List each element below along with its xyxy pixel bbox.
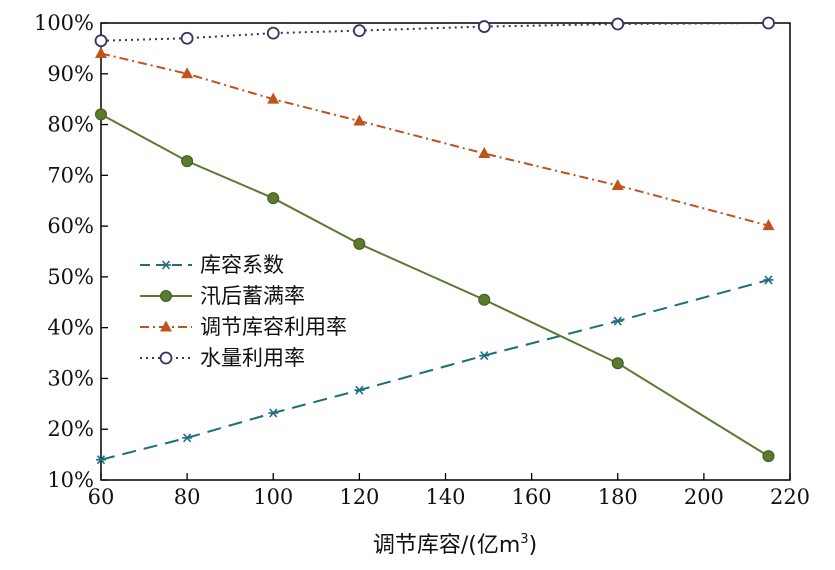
data-point-circle xyxy=(762,450,775,463)
x-tick-label: 220 xyxy=(770,485,810,509)
plot-frame xyxy=(100,22,791,481)
y-tick-label: 100% xyxy=(34,11,94,35)
y-tick-label: 50% xyxy=(47,265,94,289)
data-point-asterisk xyxy=(161,260,171,270)
data-point-triangle xyxy=(267,92,280,104)
y-tick-label: 30% xyxy=(47,366,94,390)
data-point-triangle xyxy=(160,320,172,332)
data-point-open-circle xyxy=(159,351,173,365)
data-point-open-circle xyxy=(477,20,491,33)
x-tick-label: 140 xyxy=(425,485,465,509)
y-tick-label: 90% xyxy=(47,62,94,86)
y-tick-label: 70% xyxy=(47,163,94,187)
y-tick-label: 40% xyxy=(47,316,94,340)
data-point-circle xyxy=(353,237,366,250)
data-point-circle xyxy=(611,357,624,370)
data-point-asterisk xyxy=(479,351,490,361)
x-axis-title: 调节库容/(亿m3) xyxy=(373,532,537,558)
x-axis: 60 80 100 120 140 160 180 200 220 xyxy=(88,473,810,509)
data-point-asterisk xyxy=(182,433,193,443)
data-point-circle xyxy=(95,108,107,121)
series-1 xyxy=(96,275,774,465)
data-point-triangle xyxy=(353,114,366,126)
x-tick-label: 60 xyxy=(88,485,115,509)
data-point-open-circle xyxy=(611,17,625,31)
y-tick-label: 10% xyxy=(47,468,94,492)
series-line xyxy=(100,52,769,227)
legend-item-3: 调节库容利用率 xyxy=(140,315,347,339)
legend-item-2: 汛后蓄满率 xyxy=(140,284,305,308)
data-point-circle xyxy=(267,192,280,205)
x-tick-label: 100 xyxy=(253,485,293,509)
data-point-open-circle xyxy=(180,31,194,45)
data-point-asterisk xyxy=(96,455,106,465)
legend-item-4: 水量利用率 xyxy=(140,346,305,370)
data-point-triangle xyxy=(611,178,624,190)
data-point-triangle xyxy=(181,67,194,79)
data-point-triangle xyxy=(95,46,107,58)
legend-label: 水量利用率 xyxy=(200,346,305,370)
data-point-open-circle xyxy=(94,34,108,48)
y-tick-label: 80% xyxy=(47,113,94,137)
data-point-triangle xyxy=(762,219,775,231)
x-tick-label: 200 xyxy=(684,485,724,509)
data-point-asterisk xyxy=(763,275,774,285)
plot-border xyxy=(100,22,791,481)
legend-label: 调节库容利用率 xyxy=(200,315,347,339)
legend-item-1: 库容系数 xyxy=(140,253,284,277)
series-2 xyxy=(95,108,775,463)
data-point-circle xyxy=(160,290,172,302)
series-4 xyxy=(94,16,775,48)
y-tick-label: 20% xyxy=(47,417,94,441)
series-layer xyxy=(94,16,775,465)
y-axis: 10% 20% 30% 40% 50% 60% 70% 80% 90% 100% xyxy=(34,11,108,492)
data-point-asterisk xyxy=(268,408,279,418)
series-3 xyxy=(95,46,775,231)
y-tick-label: 60% xyxy=(47,214,94,238)
legend-label: 汛后蓄满率 xyxy=(200,284,305,308)
legend-label: 库容系数 xyxy=(200,253,284,277)
data-point-asterisk xyxy=(354,385,365,395)
x-tick-label: 120 xyxy=(339,485,379,509)
series-line xyxy=(100,22,769,42)
data-point-circle xyxy=(181,155,194,168)
data-point-open-circle xyxy=(762,16,775,30)
data-point-asterisk xyxy=(612,316,623,326)
data-point-open-circle xyxy=(266,26,280,40)
data-point-circle xyxy=(478,293,491,306)
x-tick-label: 160 xyxy=(512,485,552,509)
data-point-triangle xyxy=(478,146,491,158)
data-point-open-circle xyxy=(352,24,366,38)
x-tick-label: 80 xyxy=(174,485,201,509)
x-tick-label: 180 xyxy=(598,485,638,509)
